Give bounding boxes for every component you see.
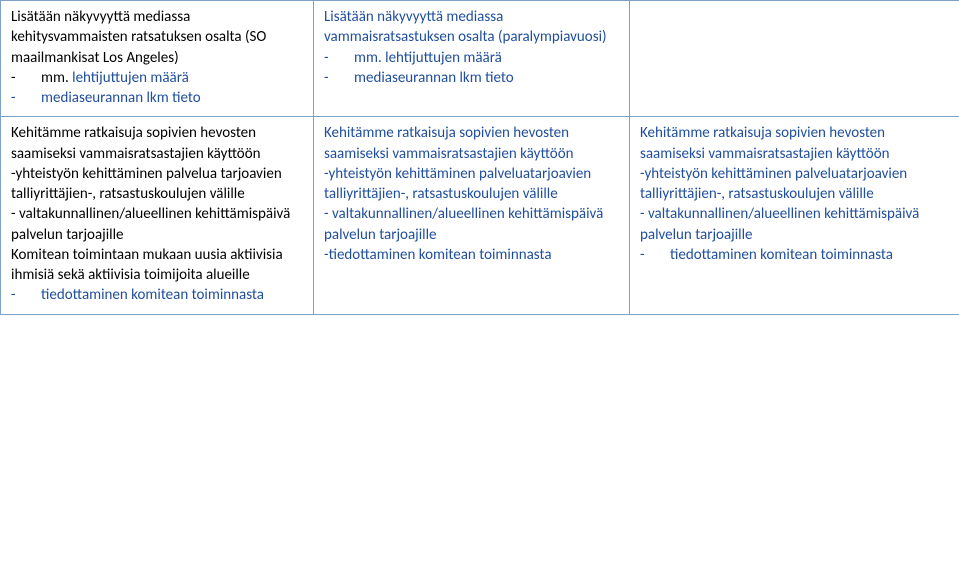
paragraph: Kehitämme ratkaisuja sopivien hevosten s… bbox=[324, 123, 619, 164]
cell-r2c3: Kehitämme ratkaisuja sopivien hevosten s… bbox=[630, 117, 959, 314]
intro-text: Lisätään näkyvyyttä mediassa vammaisrats… bbox=[324, 7, 619, 48]
bullet-rest: lehtijuttujen määrä bbox=[385, 49, 502, 67]
cell-r1c1: Lisätään näkyvyyttä mediassa kehitysvamm… bbox=[1, 1, 314, 117]
paragraph: - valtakunnallinen/alueellinen kehittämi… bbox=[11, 204, 303, 245]
paragraph: -yhteistyön kehittäminen palveluatarjoav… bbox=[640, 164, 949, 205]
content-table: Lisätään näkyvyyttä mediassa kehitysvamm… bbox=[0, 0, 959, 315]
paragraph: -yhteistyön kehittäminen palvelua tarjoa… bbox=[11, 164, 303, 205]
cell-r2c2: Kehitämme ratkaisuja sopivien hevosten s… bbox=[314, 117, 630, 314]
bullet-item: mediaseurannan lkm tieto bbox=[324, 68, 619, 88]
paragraph: -yhteistyön kehittäminen palveluatarjoav… bbox=[324, 164, 619, 205]
bullet-rest: lehtijuttujen määrä bbox=[72, 69, 189, 87]
bullet-item: tiedottaminen komitean toiminnasta bbox=[11, 285, 303, 305]
paragraph: - valtakunnallinen/alueellinen kehittämi… bbox=[324, 204, 619, 245]
bullet-item: tiedottaminen komitean toiminnasta bbox=[640, 245, 949, 265]
bullet-item: -mm. lehtijuttujen määrä bbox=[11, 68, 303, 88]
intro-text: Lisätään näkyvyyttä mediassa kehitysvamm… bbox=[11, 7, 303, 68]
cell-r1c2: Lisätään näkyvyyttä mediassa vammaisrats… bbox=[314, 1, 630, 117]
paragraph: Kehitämme ratkaisuja sopivien hevosten s… bbox=[11, 123, 303, 164]
bullet-prefix: mm. bbox=[41, 69, 72, 87]
bullet-prefix: mm. bbox=[354, 49, 385, 67]
paragraph: - valtakunnallinen/alueellinen kehittämi… bbox=[640, 204, 949, 245]
table-row: Lisätään näkyvyyttä mediassa kehitysvamm… bbox=[1, 1, 959, 117]
paragraph: Komitean toimintaan mukaan uusia aktiivi… bbox=[11, 245, 303, 286]
paragraph: Kehitämme ratkaisuja sopivien hevosten s… bbox=[640, 123, 949, 164]
paragraph: -tiedottaminen komitean toiminnasta bbox=[324, 245, 619, 265]
cell-r1c3-empty bbox=[630, 1, 959, 117]
cell-r2c1: Kehitämme ratkaisuja sopivien hevosten s… bbox=[1, 117, 314, 314]
table-row: Kehitämme ratkaisuja sopivien hevosten s… bbox=[1, 117, 959, 314]
bullet-item: mediaseurannan lkm tieto bbox=[11, 88, 303, 108]
bullet-item: -mm. lehtijuttujen määrä bbox=[324, 48, 619, 68]
